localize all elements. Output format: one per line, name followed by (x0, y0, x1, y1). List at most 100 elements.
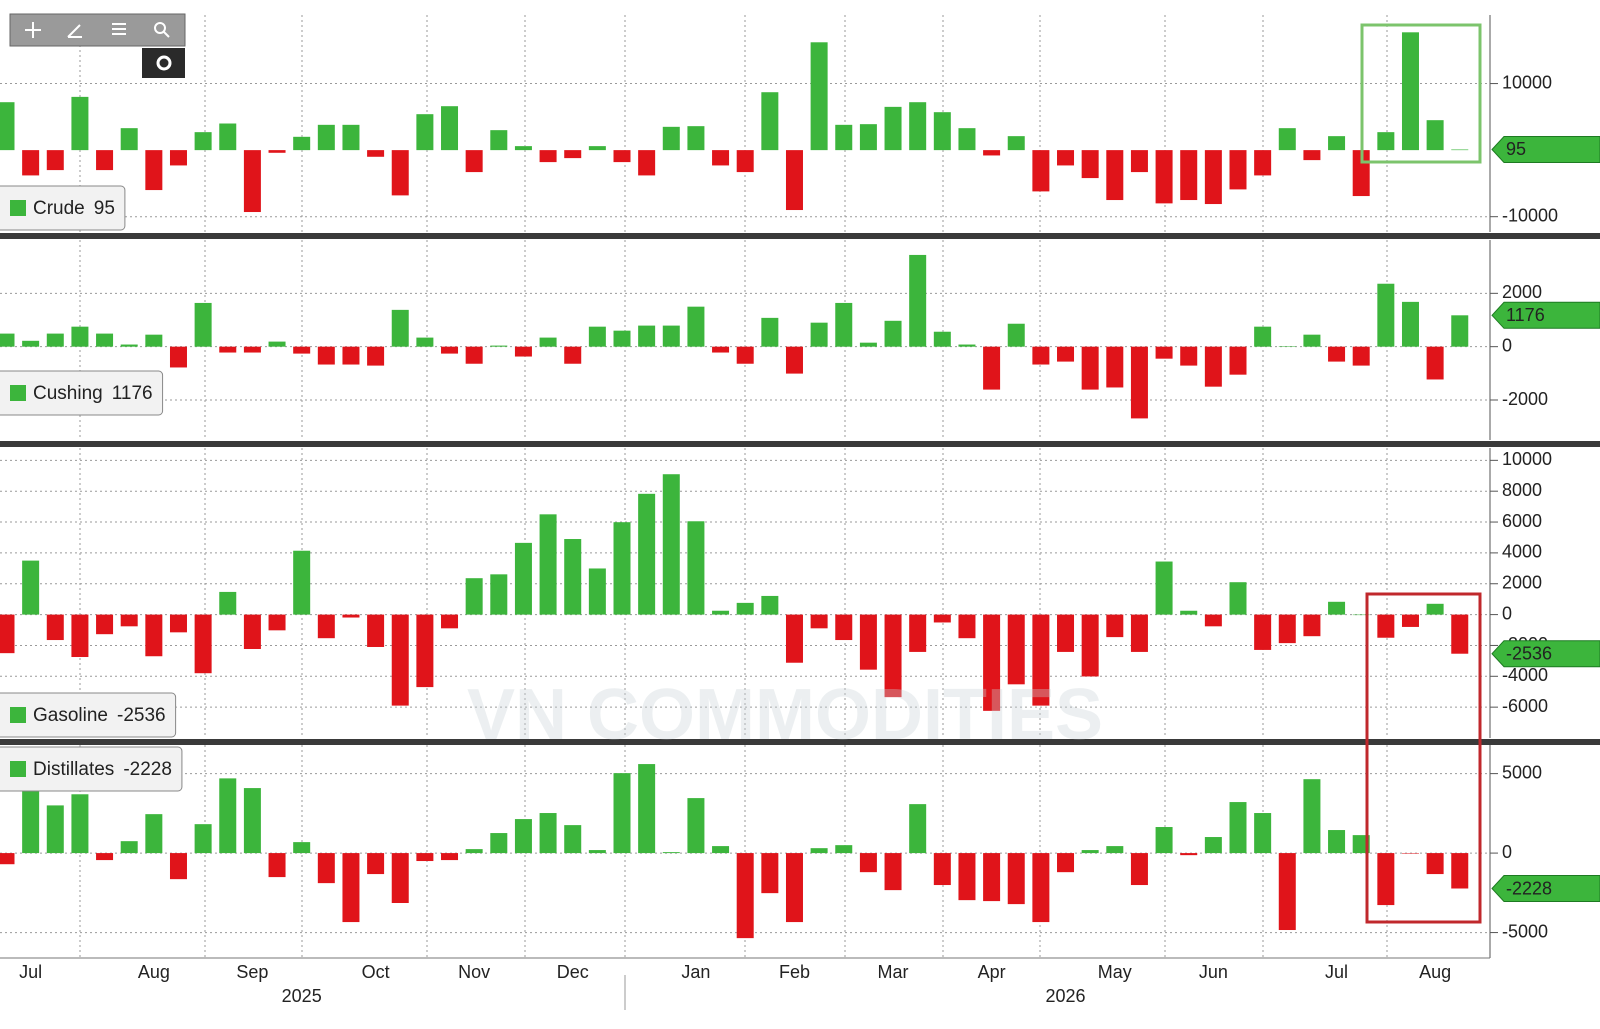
bar (638, 150, 656, 176)
bar (539, 150, 557, 163)
bar (514, 542, 532, 615)
bar (1106, 614, 1124, 638)
crosshair-icon[interactable] (25, 22, 41, 38)
x-tick-label: Oct (362, 962, 390, 982)
bar (219, 346, 237, 353)
legend-swatch (10, 200, 26, 216)
draw-icon[interactable] (67, 24, 82, 38)
bar (71, 96, 89, 151)
bar (1081, 346, 1099, 390)
y-tick-label: 0 (1502, 335, 1512, 355)
bar (243, 346, 261, 353)
bar (1377, 853, 1395, 906)
bar (293, 550, 311, 615)
bar (342, 346, 360, 365)
bar (1204, 150, 1222, 205)
legend-value: 1176 (112, 383, 153, 404)
bar (490, 833, 508, 854)
last-value-label: 95 (1506, 139, 1526, 159)
bar (1081, 850, 1099, 854)
bar (1377, 283, 1395, 347)
last-value-tag (1491, 301, 1600, 329)
bar (1328, 601, 1346, 615)
bar (514, 146, 532, 151)
bar (810, 322, 828, 347)
settings-button[interactable] (142, 48, 185, 78)
bar (317, 124, 335, 151)
bar (613, 773, 631, 854)
y-tick-label: 2000 (1502, 282, 1542, 302)
bar (22, 150, 40, 176)
bar (1229, 150, 1247, 190)
bar (145, 150, 163, 191)
y-tick-label: 2000 (1502, 572, 1542, 592)
bar (391, 614, 409, 706)
legend: Gasoline -2536 (0, 692, 177, 738)
bar (810, 848, 828, 854)
legend-box (0, 370, 164, 416)
bar (662, 474, 680, 615)
bar (564, 539, 582, 615)
bar (391, 309, 409, 347)
bar (1377, 614, 1395, 638)
bar (859, 853, 877, 873)
bar (835, 614, 853, 641)
bar (416, 337, 434, 347)
bar (0, 614, 15, 654)
bar (1007, 853, 1025, 905)
bar (441, 614, 459, 629)
bar (441, 853, 459, 861)
bar (219, 778, 237, 854)
bar (761, 92, 779, 151)
bar (1057, 346, 1075, 362)
bar (909, 804, 927, 854)
bar (909, 614, 927, 652)
bar (22, 786, 40, 854)
bar (662, 325, 680, 347)
bar (613, 522, 631, 615)
bar (1130, 150, 1148, 173)
bar (1130, 614, 1148, 652)
bar (712, 346, 730, 353)
bar (1254, 326, 1272, 347)
bar (465, 578, 483, 615)
bar (835, 302, 853, 347)
legend-swatch (10, 707, 26, 723)
bar (810, 42, 828, 151)
bar (1180, 346, 1198, 366)
y-tick-label: 0 (1502, 842, 1512, 862)
bar (1229, 346, 1247, 375)
list-icon[interactable] (112, 23, 126, 35)
x-tick-label: Aug (138, 962, 170, 982)
bar (638, 764, 656, 854)
legend: Crude 95 (0, 185, 126, 231)
bar (1057, 853, 1075, 873)
bar (342, 614, 360, 618)
bar (1155, 346, 1173, 359)
bar (687, 126, 705, 151)
zoom-icon[interactable] (154, 22, 166, 34)
y-tick-label: -6000 (1502, 696, 1548, 716)
bar (1278, 853, 1296, 931)
bar (219, 123, 237, 151)
bar (564, 346, 582, 364)
bar (1352, 614, 1370, 616)
bar (169, 346, 187, 368)
bar (0, 853, 15, 865)
bar (317, 614, 335, 639)
bar (835, 845, 853, 854)
bar (1303, 779, 1321, 854)
x-tick-label: Jul (1325, 962, 1348, 982)
bar (1377, 132, 1395, 151)
legend-value: -2228 (123, 759, 172, 780)
bar (22, 340, 40, 347)
watermark: VN COMMODITIES (467, 675, 1103, 755)
bar (1106, 846, 1124, 854)
bar (1426, 120, 1444, 151)
bar (1401, 32, 1419, 151)
bar (687, 306, 705, 347)
bar (859, 342, 877, 347)
last-value-tag (1491, 640, 1600, 668)
legend-box (0, 185, 126, 231)
bar (712, 610, 730, 615)
